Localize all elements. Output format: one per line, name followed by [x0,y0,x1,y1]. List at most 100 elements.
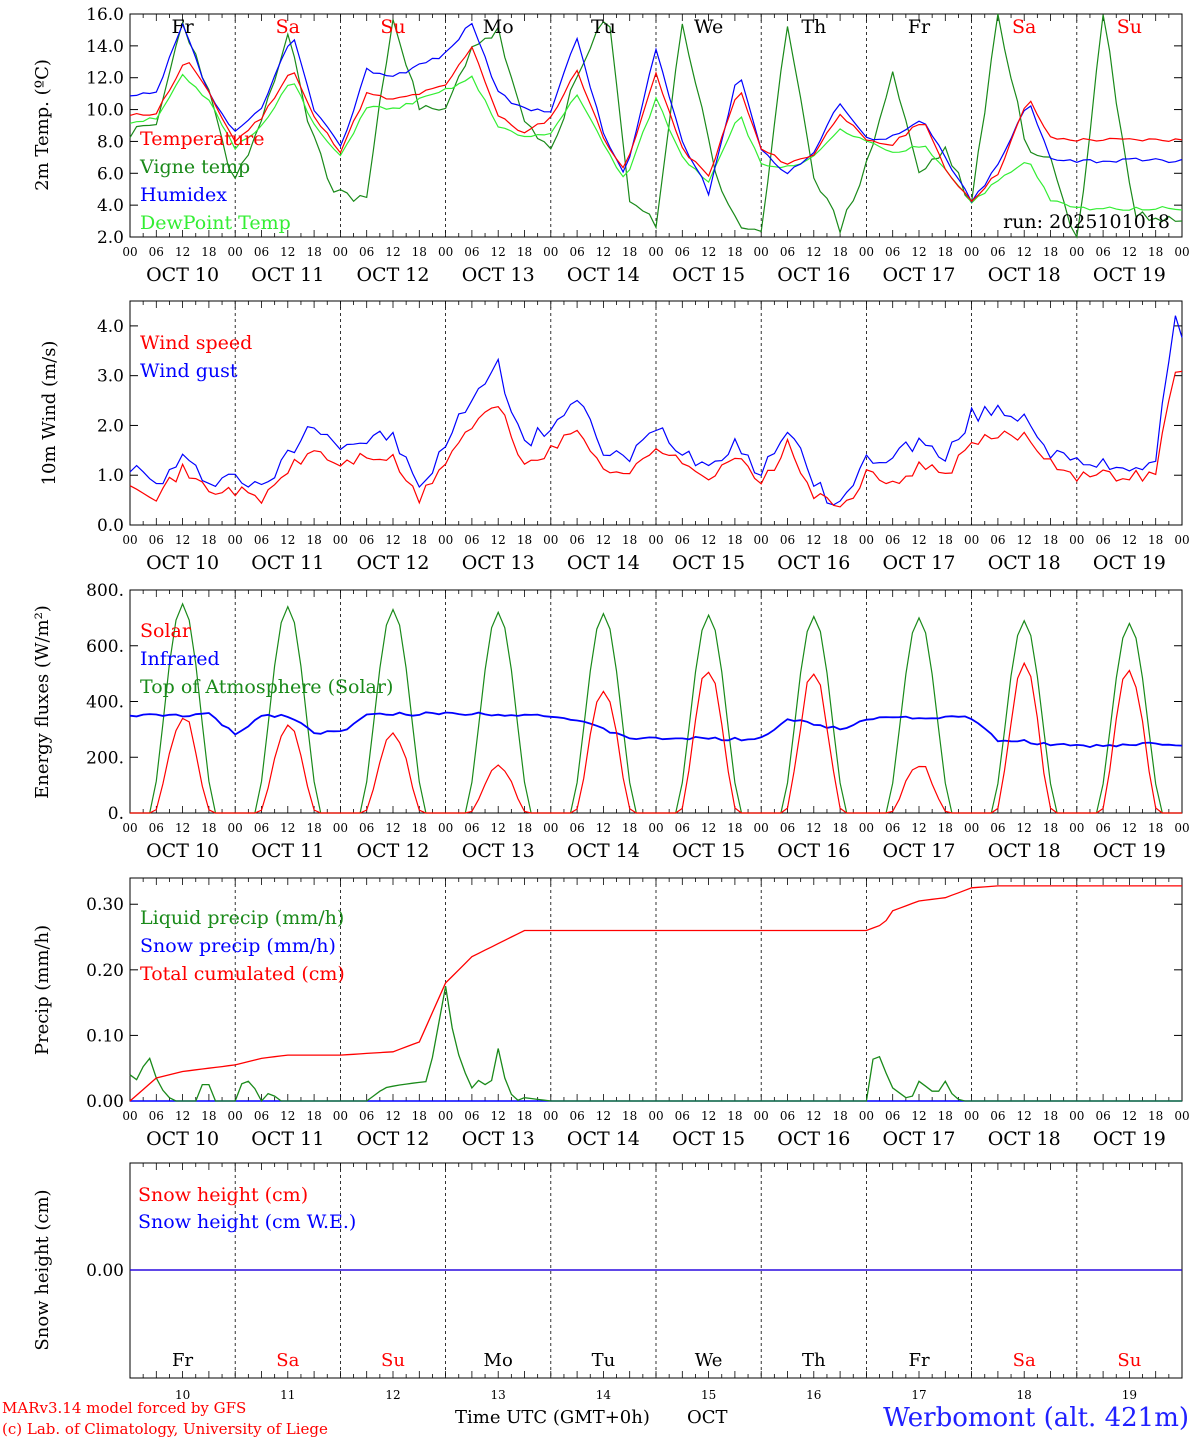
hour-tick-label: 00 [859,533,874,547]
series-line-liquid-precip-mm-h- [129,986,1182,1103]
y-tick-label: 0.00 [86,1261,124,1281]
weekday-label: Fr [908,16,931,38]
hour-tick-label: 00 [648,821,663,835]
hour-tick-label: 12 [385,245,400,259]
y-tick-label: 1.0 [97,466,124,486]
hour-tick-label: 18 [306,821,321,835]
hour-tick-label: 12 [911,1109,926,1123]
day-label: OCT 17 [882,552,955,574]
hour-tick-label: 00 [648,245,663,259]
day-label: OCT 12 [356,552,429,574]
y-tick-label: 0. [108,804,124,824]
hour-tick-label: 18 [622,533,637,547]
day-label: OCT 12 [356,264,429,286]
hour-tick-label: 00 [754,821,769,835]
day-label: OCT 15 [672,1128,745,1150]
weekday-label: Fr [171,16,194,38]
weekday-label: Sa [1013,1350,1036,1371]
hour-tick-label: 06 [359,533,374,547]
day-label: OCT 10 [146,840,219,862]
hour-tick-label: 12 [491,821,506,835]
credit-line-1: MARv3.14 model forced by GFS [2,1399,246,1417]
weekday-label: Su [1117,16,1142,38]
day-number-label: 17 [911,1388,926,1402]
hour-tick-label: 06 [1095,245,1110,259]
day-label: OCT 10 [146,1128,219,1150]
day-number-label: 10 [175,1388,190,1402]
legend-entry: Total cumulated (cm) [140,963,345,985]
hour-tick-label: 12 [596,821,611,835]
hour-tick-label: 06 [675,821,690,835]
plot-frame [129,589,1183,814]
hour-tick-label: 00 [1069,245,1084,259]
hour-tick-label: 06 [885,1109,900,1123]
day-number-label: 14 [596,1388,612,1402]
hour-tick-label: 12 [1017,245,1032,259]
hour-tick-label: 12 [596,533,611,547]
day-label: OCT 17 [882,264,955,286]
legend-entry: Humidex [140,184,227,206]
day-label: OCT 19 [1093,552,1166,574]
hour-tick-label: 18 [306,245,321,259]
hour-tick-label: 00 [333,533,348,547]
y-tick-label: 2.0 [97,416,124,436]
hour-tick-label: 12 [175,533,190,547]
hour-tick-label: 12 [280,245,295,259]
hour-tick-label: 00 [122,533,137,547]
hour-tick-label: 06 [675,533,690,547]
day-label: OCT 11 [251,840,324,862]
time-axis-label: Time UTC (GMT+0h) [455,1407,650,1428]
series-line-vigne-temp [129,13,1183,239]
hour-tick-label: 12 [701,1109,716,1123]
precip-panel: 0.00 0.10 0.20 0.30 Precip (mm/h) Liquid prec… [32,877,1190,1150]
hour-tick-label: 06 [149,245,164,259]
hour-tick-label: 06 [885,245,900,259]
weekday-label: Su [380,16,405,38]
hour-tick-label: 18 [938,245,953,259]
y-tick-label: 0.00 [86,1092,124,1112]
hour-tick-label: 00 [228,245,243,259]
weekday-label: Sa [1012,16,1036,38]
y-tick-label: 0.0 [97,516,124,536]
hour-tick-label: 00 [859,1109,874,1123]
hour-tick-label: 00 [754,245,769,259]
hour-tick-label: 12 [1017,533,1032,547]
day-label: OCT 13 [462,1128,535,1150]
day-label: OCT 15 [672,264,745,286]
hour-tick-label: 12 [806,245,821,259]
hour-tick-label: 18 [306,1109,321,1123]
hour-tick-label: 06 [990,821,1005,835]
hour-tick-label: 06 [464,533,479,547]
day-label: OCT 19 [1093,264,1166,286]
hour-tick-label: 18 [412,245,427,259]
month-label: OCT [687,1407,728,1428]
day-number-label: 19 [1122,1388,1137,1402]
day-label: OCT 16 [777,264,850,286]
y-tick-label: 12.0 [86,69,124,89]
hour-tick-label: 06 [254,1109,269,1123]
y-tick-label: 400. [86,693,124,713]
hour-tick-label: 00 [438,821,453,835]
legend-entry: DewPoint Temp [140,212,291,234]
hour-tick-label: 18 [201,1109,216,1123]
hour-tick-label: 06 [780,1109,795,1123]
y-tick-label: 4.0 [97,317,124,337]
hour-tick-label: 12 [280,533,295,547]
weekday-label: Th [801,16,826,38]
hour-tick-label: 12 [701,821,716,835]
hour-tick-label: 12 [175,821,190,835]
hour-tick-label: 00 [438,245,453,259]
hour-tick-label: 06 [254,533,269,547]
hour-tick-label: 06 [885,821,900,835]
series-line-solar [130,661,1182,814]
hour-tick-label: 06 [569,533,584,547]
hour-tick-label: 12 [806,533,821,547]
day-label: OCT 18 [988,1128,1061,1150]
hour-tick-label: 12 [385,821,400,835]
y-tick-label: 10.0 [86,101,124,121]
day-label: OCT 11 [251,264,324,286]
day-number-label: 18 [1017,1388,1032,1402]
y-tick-label: 14.0 [86,37,124,57]
hour-tick-label: 00 [333,245,348,259]
